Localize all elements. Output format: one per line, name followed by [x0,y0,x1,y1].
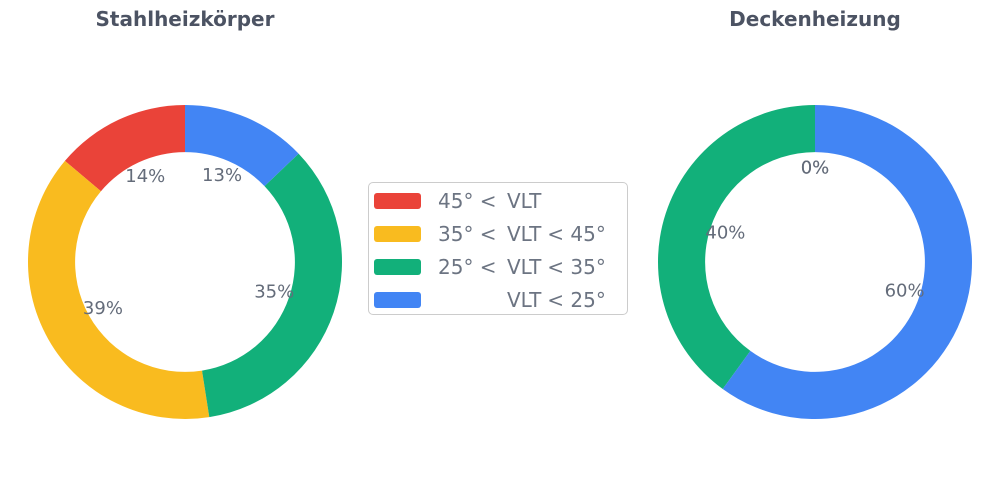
legend-item-1: 35° < VLT < 45° [374,217,618,250]
donut-segment-3 [722,105,972,420]
legend-item-0: 45° < VLT [374,184,618,217]
percent-label-2: 35% [254,282,294,303]
chart-title-deckenheizung: Deckenheizung [729,7,901,31]
donut-chart-stahlheizkoerper: 14% 39% 35% 13% [28,105,342,419]
legend-color-swatch [374,291,421,308]
legend-label: 25° < VLT < 35° [438,254,606,279]
percent-label-1: 0% [801,157,830,178]
legend-box: 45° < VLT 35° < VLT < 45° 25° < VLT < 35° VLT < 2… [368,182,628,315]
legend-item-2: 25° < VLT < 35° [374,250,618,283]
legend-label: 35° < VLT < 45° [438,221,606,246]
percent-label-0: 14% [125,166,165,187]
legend-color-swatch [374,225,421,242]
donut-segment-0 [64,105,185,192]
legend-label: 45° < VLT [438,188,542,213]
percent-label-2: 40% [705,222,745,243]
chart-stahlheizkoerper: Stahlheizkörper 14% 39% 35% 13% [25,6,345,446]
donut-chart-deckenheizung: 0%0%40%60% [658,105,972,420]
donut-segment-1 [28,160,210,419]
legend-color-swatch [374,192,421,209]
chart-deckenheizung: Deckenheizung 0% 0% 40% 60% [655,6,975,446]
legend-color-swatch [374,258,421,275]
percent-label-0: 0% [801,157,830,178]
percent-label-3: 60% [885,281,925,302]
legend-item-3: VLT < 25° [374,283,618,316]
donut-segment-2 [202,153,342,418]
legend-label: VLT < 25° [507,287,606,312]
donut-segment-2 [658,105,815,390]
chart-title-stahlheizkoerper: Stahlheizkörper [95,7,275,31]
donut-segment-3 [185,105,299,187]
percent-label-1: 39% [83,298,123,319]
percent-label-3: 13% [202,165,242,186]
